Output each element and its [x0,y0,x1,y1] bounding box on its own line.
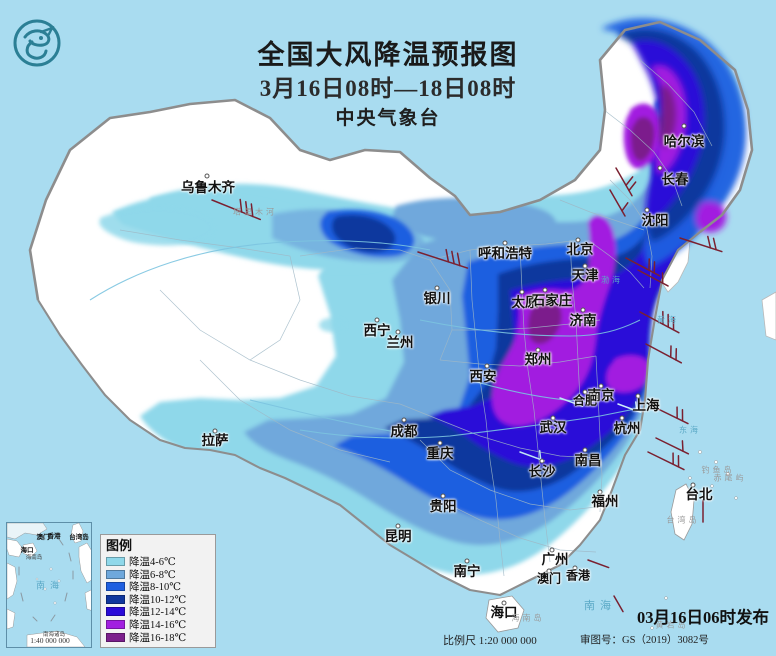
city-marker-dot [434,285,440,291]
city-marker-dot [619,415,625,421]
city-marker-dot [501,600,507,606]
legend-swatch-6 [106,632,125,642]
city-marker-dot [644,207,650,213]
city-marker-dot [580,307,586,313]
legend-rows: 降温4-6℃ 降温6-8℃ 降温8-10℃ 降温10-12℃ 降温12-14℃ 降温14-… [106,555,211,644]
legend-label-2: 降温8-10℃ [129,582,181,594]
sea-islets [650,450,738,630]
issue-time-text: 03月16日06时发布 [637,608,769,627]
city-marker-dot [582,447,588,453]
city-marker-dot [502,240,508,246]
legend-item-0: 降温4-6℃ [106,555,211,568]
city-marker-dot [395,329,401,335]
city-marker-dot [546,568,552,574]
legend-item-2: 降温8-10℃ [106,580,211,593]
legend-item-3: 降温10-12℃ [106,593,211,606]
wind-barb-symbols [211,167,723,613]
tarim-basin-band [99,207,215,246]
approval-number: 审图号：GS（2019）3082号 [580,635,709,646]
city-marker-dot [374,317,380,323]
city-marker-dot [550,415,556,421]
legend-item-5: 降温14-16℃ [106,618,211,631]
inset-city-label: 香港 [47,533,61,540]
band-16-18 [528,117,655,344]
temperature-drop-bands [140,42,743,575]
city-marker-dot [535,347,541,353]
city-marker-dot [440,493,446,499]
legend-swatch-2 [106,582,125,592]
inset-city-label: 澳门 [36,534,50,541]
city-marker-dot [437,440,443,446]
legend-label-0: 降温4-6℃ [129,557,176,569]
northeast-bands [602,18,747,268]
city-marker-dot [542,287,548,293]
city-marker-dot [519,289,525,295]
city-marker-dot [597,489,603,495]
city-marker-dot [484,363,490,369]
legend-label-3: 降温10-12℃ [129,594,187,606]
map-scale-text: 比例尺 1:20 000 000 [443,635,537,647]
city-marker-dot [539,458,545,464]
south-china-sea-inset: 南海 海口 澳门 香港 台湾岛 海南岛南海诸岛 1:40 000 000 [6,522,92,648]
national-border [28,20,754,597]
city-marker-dot [657,165,663,171]
city-marker-dot [549,547,555,553]
city-marker-dot [598,383,604,389]
city-marker-dot [401,417,407,423]
city-marker-dot [572,565,578,571]
city-marker-dot [681,123,687,129]
legend-swatch-0 [106,557,125,567]
inset-city-label: 台湾岛 [69,534,89,541]
inset-sea-label: 南海 [35,580,65,591]
legend-label-4: 降温12-14℃ [129,607,187,619]
inset-island-label: 海南岛 [25,555,43,561]
legend-label-5: 降温14-16℃ [129,620,187,632]
cma-dragon-logo-icon [13,19,61,67]
inset-island-label: 南海诸岛 [42,632,66,638]
legend-item-6: 降温16-18℃ [106,631,211,644]
legend-swatch-4 [106,607,125,617]
legend-swatch-1 [106,569,125,579]
inset-city-label: 海口 [20,547,34,554]
city-marker-dot [690,482,696,488]
legend-swatch-5 [106,620,125,630]
legend-item-4: 降温12-14℃ [106,606,211,619]
legend-label-1: 降温6-8℃ [129,569,176,581]
city-marker-dot [635,393,641,399]
legend-item-1: 降温6-8℃ [106,568,211,581]
inset-scale-text: 1:40 000 000 [30,636,70,645]
bottom-bar [0,648,776,656]
city-marker-dot [582,389,588,395]
legend-label-6: 降温16-18℃ [129,632,187,644]
city-marker-dot [212,428,218,434]
legend-panel: 图例 降温4-6℃ 降温6-8℃ 降温8-10℃ 降温10-12℃ 降温12-14℃ 降温… [100,534,216,649]
city-marker-dot [204,173,210,179]
legend-title: 图例 [106,538,133,553]
city-marker-dot [575,237,581,243]
city-marker-dot [464,558,470,564]
rivers-layer [89,240,641,439]
legend-swatch-3 [106,594,125,604]
qinghai-band [319,318,345,332]
city-marker-dot [582,263,588,269]
inset-map-svg [7,523,91,647]
city-marker-dot [395,523,401,529]
